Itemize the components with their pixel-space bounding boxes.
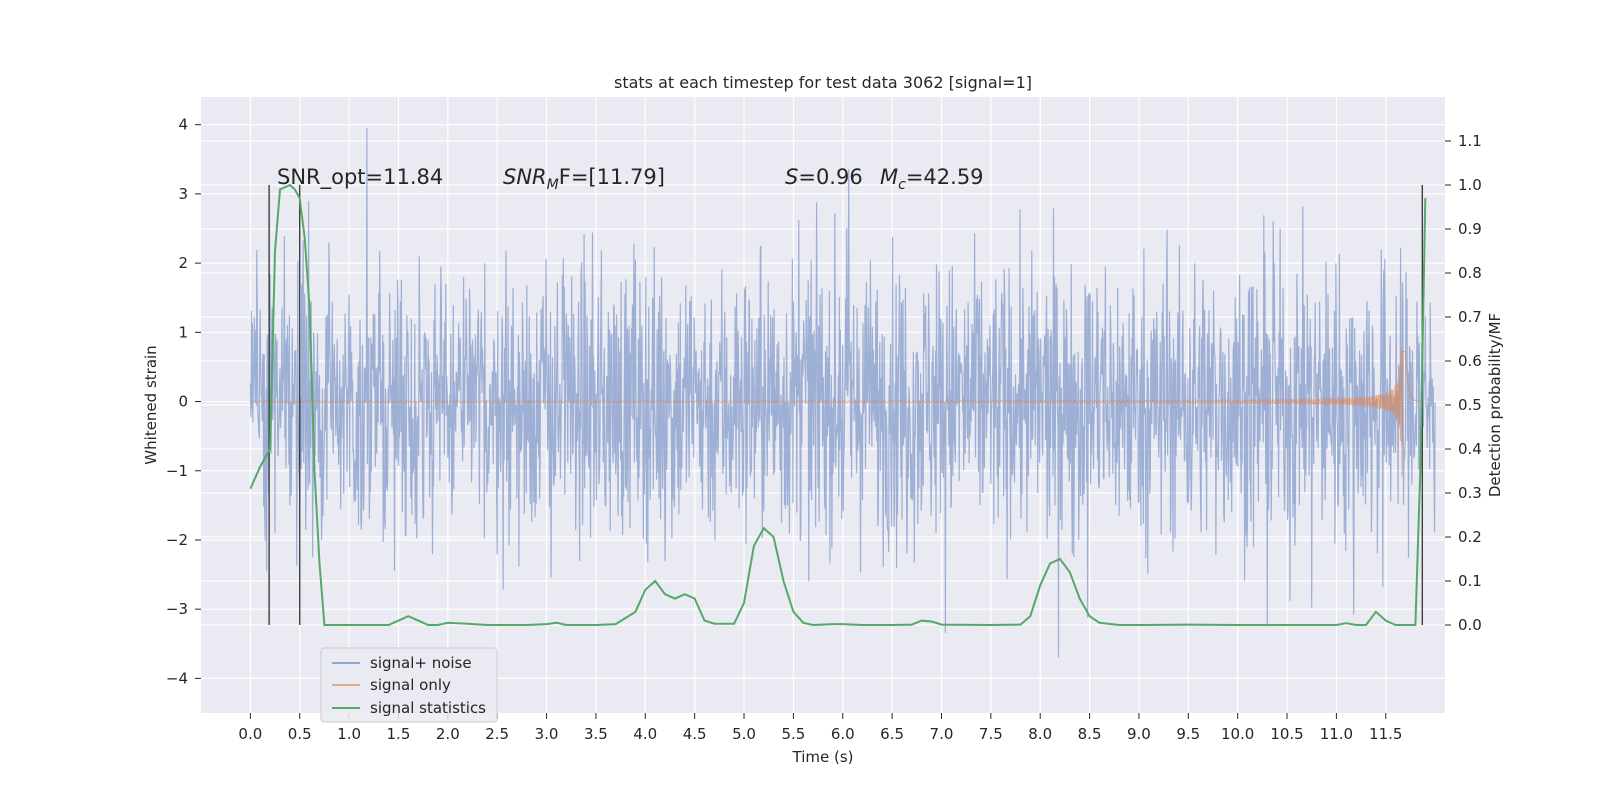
legend: signal+ noise signal only signal statist… — [320, 647, 498, 723]
x-tick-label: 5.5 — [781, 725, 805, 743]
annotation-s-value: =0.96 — [798, 165, 862, 189]
annotation-mc-symbol: M — [880, 165, 898, 189]
y-right-tick-label: 0.6 — [1458, 352, 1482, 370]
y-right-tick-label: 0.1 — [1458, 572, 1482, 590]
legend-box — [320, 647, 498, 723]
y-right-axis-label: Detection probability/MF — [1486, 313, 1504, 497]
x-tick-label: 3.5 — [584, 725, 608, 743]
x-tick-label: 10.0 — [1221, 725, 1254, 743]
annotation-snr-mf: SNRMF=[11.79] — [503, 165, 665, 193]
x-tick-label: 7.5 — [979, 725, 1003, 743]
x-tick-label: 0.0 — [238, 725, 262, 743]
legend-label-signal-statistics: signal statistics — [370, 699, 486, 717]
y-tick-label: 2 — [178, 254, 188, 272]
y-right-tick-label: 1.1 — [1458, 132, 1482, 150]
annotation-snr-mf-subscript: M — [547, 177, 559, 193]
x-tick-label: 6.5 — [880, 725, 904, 743]
y-right-tick-label: 0.0 — [1458, 616, 1482, 634]
x-tick-label: 2.0 — [436, 725, 460, 743]
x-tick-label: 0.5 — [288, 725, 312, 743]
chirp-trace — [250, 347, 1421, 477]
x-tick-label: 8.0 — [1028, 725, 1052, 743]
legend-label-signal-only: signal only — [370, 676, 451, 694]
y-right-tick-label: 1.0 — [1458, 176, 1482, 194]
x-tick-label: 1.0 — [337, 725, 361, 743]
y-tick-label: 3 — [178, 185, 188, 203]
annotation-mc: Mc=42.59 — [880, 165, 984, 193]
y-right-tick-label: 0.2 — [1458, 528, 1482, 546]
x-tick-label: 11.5 — [1369, 725, 1402, 743]
y-right-tick-label: 0.8 — [1458, 264, 1482, 282]
x-axis-label: Time (s) — [792, 748, 854, 766]
series-signal-plus-noise — [249, 128, 1436, 658]
x-tick-label: 7.0 — [930, 725, 954, 743]
y-tick-label: −1 — [166, 462, 188, 480]
legend-label-signal-plus-noise: signal+ noise — [370, 654, 472, 672]
y-tick-label: 4 — [178, 116, 188, 134]
y-right-tick-label: 0.9 — [1458, 220, 1482, 238]
y-right-tick-label: 0.3 — [1458, 484, 1482, 502]
y-tick-label: −3 — [166, 600, 188, 618]
y-tick-label: −2 — [166, 531, 188, 549]
annotation-mc-value: =42.59 — [906, 165, 984, 189]
y-tick-label: 1 — [178, 323, 188, 341]
y-right-tick-label: 0.4 — [1458, 440, 1482, 458]
x-tick-label: 11.0 — [1320, 725, 1353, 743]
x-tick-label: 9.5 — [1176, 725, 1200, 743]
y-tick-label: −4 — [166, 669, 188, 687]
x-tick-label: 1.5 — [387, 725, 411, 743]
x-tick-label: 8.5 — [1078, 725, 1102, 743]
series-signal-only — [250, 347, 1421, 477]
annotation-s-symbol: S — [785, 165, 798, 189]
chart-title: stats at each timestep for test data 306… — [614, 73, 1032, 92]
y-right-tick-label: 0.7 — [1458, 308, 1482, 326]
annotation-snr-mf-value: F=[11.79] — [559, 165, 665, 189]
series-signal-statistics — [249, 183, 1427, 627]
x-tick-label: 3.0 — [535, 725, 559, 743]
y-right-axis-ticks: 1.1 1.0 0.9 0.8 0.7 0.6 0.5 0.4 0.3 0.2 0.1 0.0 — [1445, 132, 1482, 634]
x-tick-label: 4.5 — [683, 725, 707, 743]
x-tick-label: 2.5 — [485, 725, 509, 743]
y-axis-label: Whitened strain — [142, 345, 160, 464]
x-axis-ticks: 0.0 0.5 1.0 1.5 2.0 2.5 3.0 3.5 4.0 4.5 5.0 5.5 6.0 6… — [238, 713, 1402, 743]
x-tick-label: 6.0 — [831, 725, 855, 743]
x-tick-label: 10.5 — [1270, 725, 1303, 743]
x-tick-label: 9.0 — [1127, 725, 1151, 743]
annotation-snr-opt: SNR_opt=11.84 — [277, 165, 443, 190]
y-right-tick-label: 0.5 — [1458, 396, 1482, 414]
annotation-snr-mf-symbol: SNR — [503, 165, 547, 189]
y-tick-label: 0 — [178, 393, 188, 411]
annotation-s: S=0.96 — [785, 165, 863, 189]
noise-trace — [249, 128, 1436, 658]
statistics-line — [249, 183, 1427, 627]
x-tick-label: 5.0 — [732, 725, 756, 743]
annotation-mc-subscript: c — [898, 177, 906, 193]
y-axis-ticks: 4 3 2 1 0 −1 −2 −3 −4 — [166, 116, 201, 687]
x-tick-label: 4.0 — [633, 725, 657, 743]
